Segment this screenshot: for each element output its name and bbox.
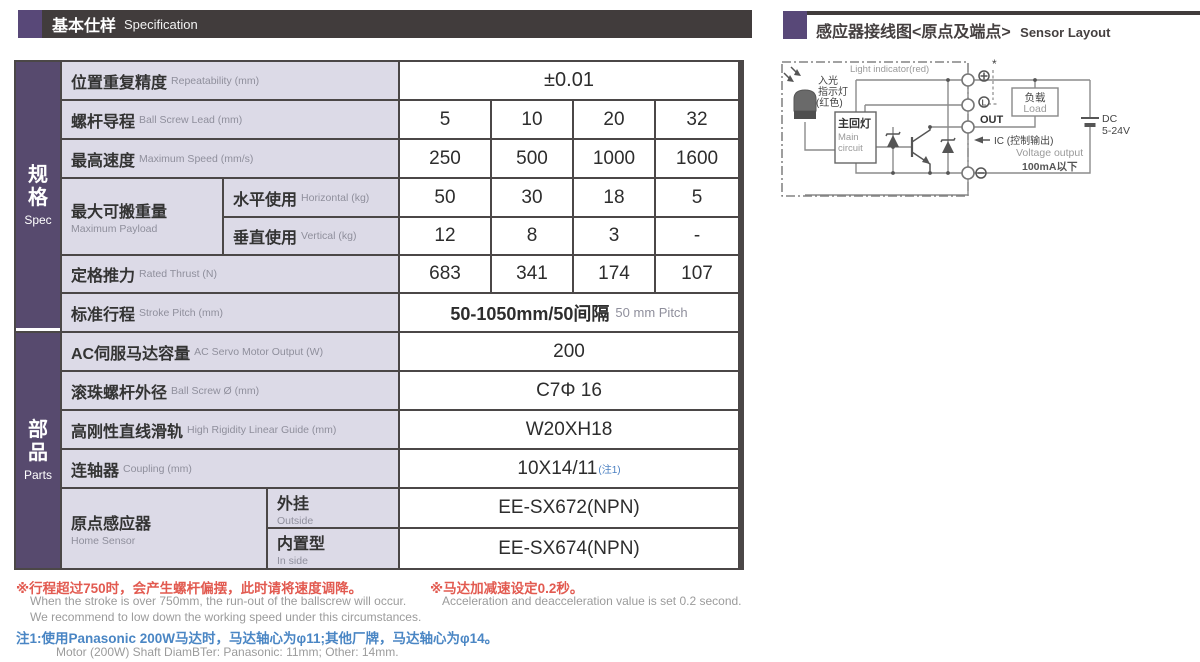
- value-horizontal-4: 5: [656, 179, 738, 216]
- value-vertical-4: -: [656, 218, 738, 254]
- l-terminal-letter: L: [982, 99, 987, 108]
- value-vertical-1: 12: [400, 218, 490, 254]
- section-label-spec: 规格 Spec: [16, 62, 60, 331]
- sensor-wiring-diagram: L Light indicator(red) 入光 指示灯 (红色) 主回灯 M…: [781, 57, 1130, 197]
- main-circuit-label-en1: Main: [838, 132, 859, 143]
- transistor-icon: [910, 127, 931, 173]
- row-label-repeatability: 位置重复精度 Repeatability (mm): [62, 62, 398, 99]
- value-home-outside: EE-SX672(NPN): [400, 489, 738, 527]
- voltage-output-label: Voltage output: [1016, 147, 1083, 159]
- load-box: [1011, 87, 1059, 117]
- section-label-parts: 部品 Parts: [16, 333, 60, 568]
- minus-terminal-icon: [975, 167, 987, 179]
- load-label-en: Load: [1023, 103, 1047, 115]
- spec-section-header: 基本仕样 Specification: [18, 10, 752, 38]
- led-label-1: 入光: [818, 74, 838, 87]
- row-label-guide: 高刚性直线滑轨 High Rigidity Linear Guide (mm): [62, 411, 398, 448]
- value-speed-1: 250: [400, 140, 490, 177]
- spec-header-title-en: Specification: [124, 16, 198, 32]
- section-spec-zh: 规格: [28, 163, 48, 209]
- value-horizontal-1: 50: [400, 179, 490, 216]
- value-lead-2: 10: [492, 101, 572, 138]
- row-label-home-outside: 外挂 Outside: [268, 489, 398, 527]
- dc-range-label: 5-24V: [1102, 125, 1130, 137]
- value-screw: C7Φ 16: [400, 372, 738, 409]
- section-spec-en: Spec: [24, 212, 52, 227]
- value-motor: 200: [400, 333, 738, 370]
- main-circuit-label-en2: circuit: [838, 143, 863, 154]
- value-lead-4: 32: [656, 101, 738, 138]
- value-vertical-3: 3: [574, 218, 654, 254]
- note-stroke-warning-zh: ※行程超过750时，会产生螺杆偏摆，此时请将速度调降。: [16, 581, 363, 596]
- row-label-payload: 最大可搬重量 Maximum Payload: [62, 179, 222, 254]
- led-indicator-icon: [783, 66, 817, 119]
- main-circuit-box: [834, 111, 877, 164]
- value-stroke: 50-1050mm/50间隔 50 mm Pitch: [400, 294, 738, 331]
- row-label-thrust: 定格推力 Rated Thrust (N): [62, 256, 398, 292]
- row-label-coupling: 连轴器 Coupling (mm): [62, 450, 398, 487]
- value-thrust-4: 107: [656, 256, 738, 292]
- row-label-motor: AC伺服马达容量 AC Servo Motor Output (W): [62, 333, 398, 370]
- note-shaft-en: Motor (200W) Shaft DiamBTer: Panasonic: …: [56, 645, 399, 659]
- note-shaft-zh: 注1:使用Panasonic 200W马达时，马达轴心为φ11;其他厂牌，马达轴…: [16, 631, 499, 646]
- accent-square-icon: [18, 10, 42, 38]
- section-parts-zh: 部品: [28, 419, 48, 464]
- value-vertical-2: 8: [492, 218, 572, 254]
- note-accel-zh: ※马达加减速设定0.2秒。: [430, 581, 584, 596]
- row-label-payload-vertical: 垂直使用 Vertical (kg): [224, 218, 398, 254]
- zener-diode-icon: [885, 131, 956, 153]
- value-lead-3: 20: [574, 101, 654, 138]
- row-label-speed: 最高速度 Maximum Speed (mm/s): [62, 140, 398, 177]
- value-lead-1: 5: [400, 101, 490, 138]
- led-label-3: (红色): [816, 96, 843, 109]
- l-terminal-icon: [978, 96, 990, 108]
- value-speed-3: 1000: [574, 140, 654, 177]
- value-horizontal-2: 30: [492, 179, 572, 216]
- ic-arrow-icon: [974, 136, 990, 144]
- battery-icon: [1081, 117, 1099, 127]
- dc-label: DC: [1102, 113, 1118, 125]
- sensor-layout-header: 感应器接线图<原点及端点> Sensor Layout: [783, 10, 1200, 41]
- ic-label: IC (控制输出): [994, 134, 1053, 147]
- value-horizontal-3: 18: [574, 179, 654, 216]
- value-thrust-2: 341: [492, 256, 572, 292]
- value-speed-4: 1600: [656, 140, 738, 177]
- row-label-screw: 滚珠螺杆外径 Ball Screw Ø (mm): [62, 372, 398, 409]
- out-label: OUT: [980, 114, 1004, 126]
- sensor-boundary-box: [781, 61, 969, 197]
- circuit-wires: [804, 70, 1091, 174]
- section-parts-en: Parts: [23, 468, 52, 482]
- value-speed-2: 500: [492, 140, 572, 177]
- specification-table: 规格 Spec 部品 Parts 位置重复精度 Repeatability (m…: [14, 60, 744, 570]
- row-label-stroke: 标准行程 Stroke Pitch (mm): [62, 294, 398, 331]
- header-rule: [807, 11, 1200, 15]
- value-home-inside: EE-SX674(NPN): [400, 529, 738, 568]
- value-coupling: 10X14/11 (注1): [400, 450, 738, 487]
- row-label-lead: 螺杆导程 Ball Screw Lead (mm): [62, 101, 398, 138]
- note-stroke-warning-en2: We recommend to low down the working spe…: [30, 610, 422, 624]
- row-label-home-sensor: 原点感应器 Home Sensor: [62, 489, 266, 568]
- sensor-header-title-en: Sensor Layout: [1020, 25, 1111, 40]
- value-guide: W20XH18: [400, 411, 738, 448]
- coupling-footnote-ref: (注1): [598, 465, 621, 476]
- main-circuit-label-zh: 主回灯: [838, 116, 871, 130]
- note-accel-en: Acceleration and deacceleration value is…: [442, 594, 742, 608]
- light-indicator-label: Light indicator(red): [850, 64, 929, 75]
- terminal-circles: [961, 73, 975, 180]
- load-label-zh: 负载: [1025, 91, 1047, 104]
- accent-square-icon: [783, 11, 807, 39]
- note-stroke-warning-en1: When the stroke is over 750mm, the run-o…: [30, 594, 407, 608]
- row-label-payload-horizontal: 水平使用 Horizontal (kg): [224, 179, 398, 216]
- sensor-header-title-zh: 感应器接线图<原点及端点>: [816, 24, 1011, 41]
- current-limit-label: 100mA以下: [1022, 161, 1078, 173]
- spec-header-title-zh: 基本仕样: [52, 18, 117, 35]
- value-thrust-1: 683: [400, 256, 490, 292]
- star-mark: *: [992, 57, 997, 71]
- row-label-home-inside: 内置型 In side: [268, 529, 398, 568]
- value-thrust-3: 174: [574, 256, 654, 292]
- led-label-2: 指示灯: [818, 85, 848, 98]
- plus-terminal-icon: [978, 70, 990, 82]
- value-repeatability: ±0.01: [400, 62, 738, 99]
